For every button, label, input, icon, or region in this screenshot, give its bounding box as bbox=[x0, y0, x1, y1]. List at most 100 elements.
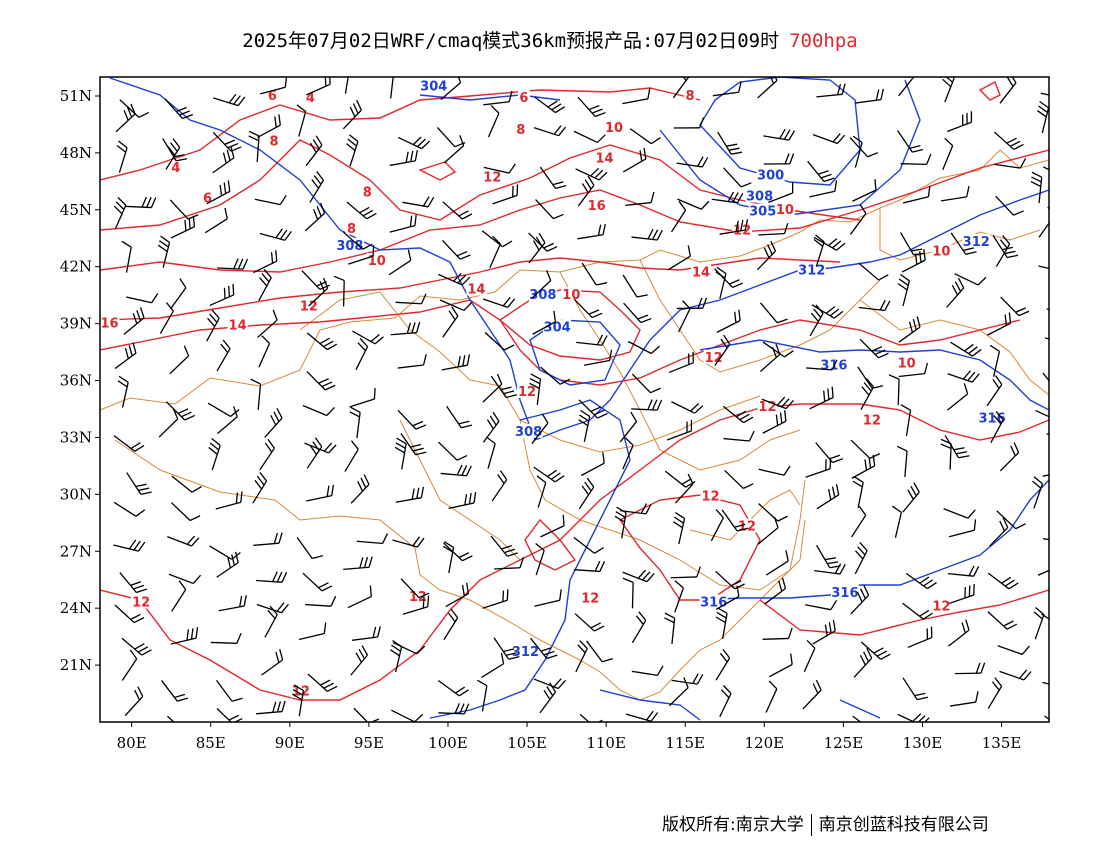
wind-barb bbox=[1033, 606, 1045, 640]
wind-barb bbox=[213, 93, 246, 107]
wind-barb bbox=[343, 556, 373, 571]
wind-barb bbox=[402, 595, 430, 615]
wind-barb bbox=[397, 136, 431, 150]
wind-barb bbox=[940, 438, 952, 470]
wind-barb bbox=[477, 679, 488, 712]
wind-barb bbox=[531, 270, 552, 299]
wind-barb bbox=[581, 452, 605, 477]
height-contour-label-bg bbox=[748, 203, 777, 218]
wind-barb bbox=[577, 175, 595, 207]
wind-barb bbox=[400, 433, 427, 456]
temperature-contour-label: 10 bbox=[368, 254, 386, 269]
wind-barb bbox=[493, 637, 520, 660]
wind-barb bbox=[987, 611, 1018, 630]
wind-barb bbox=[296, 536, 324, 560]
wind-barb bbox=[586, 640, 613, 663]
wind-barb bbox=[126, 293, 159, 304]
wind-barb bbox=[113, 435, 145, 452]
temperature-contour-label-bg bbox=[131, 594, 152, 609]
wind-barb bbox=[573, 298, 603, 319]
wind-barb bbox=[947, 370, 980, 383]
wind-barb bbox=[765, 680, 778, 713]
wind-barb bbox=[253, 250, 278, 274]
wind-barb bbox=[352, 330, 384, 345]
temperature-contour-label-bg bbox=[774, 201, 795, 216]
plot-frame bbox=[99, 76, 1050, 723]
lon-tick-label: 95E bbox=[354, 734, 384, 752]
wind-barb bbox=[307, 673, 338, 692]
wind-barb bbox=[897, 713, 930, 722]
wind-barb bbox=[719, 219, 749, 235]
wind-barb bbox=[813, 236, 846, 251]
wind-barb bbox=[942, 77, 955, 103]
wind-barb bbox=[117, 375, 129, 408]
wind-barb bbox=[622, 147, 647, 173]
wind-barb bbox=[756, 240, 777, 271]
lat-tick-label: 42N bbox=[60, 258, 92, 276]
wind-barb bbox=[765, 550, 789, 576]
wind-barb bbox=[897, 130, 924, 153]
wind-barb bbox=[668, 351, 694, 374]
height-contour-label: 316 bbox=[700, 595, 727, 610]
wind-barb bbox=[443, 608, 459, 641]
lat-tick-label: 48N bbox=[60, 144, 92, 162]
temperature-contour-label: 8 bbox=[269, 135, 278, 150]
wind-barb bbox=[850, 505, 867, 538]
wind-barb bbox=[296, 104, 307, 137]
wind-barb bbox=[215, 491, 243, 510]
copyright-owner: 版权所有:南京大学 bbox=[662, 815, 804, 835]
wind-barb bbox=[715, 585, 740, 610]
wind-barb bbox=[994, 158, 1027, 169]
wind-barb bbox=[391, 709, 424, 722]
lon-tick-label: 115E bbox=[665, 734, 705, 752]
wind-barb bbox=[806, 359, 838, 371]
lon-tick-label: 85E bbox=[196, 734, 226, 752]
wind-barb bbox=[757, 77, 778, 99]
temperature-contour-label: 4 bbox=[171, 161, 180, 176]
temperature-contour-label-bg bbox=[736, 518, 757, 533]
wind-barb bbox=[125, 196, 157, 209]
wind-barb bbox=[529, 373, 542, 405]
wind-barb bbox=[257, 309, 278, 338]
wind-barb bbox=[392, 536, 425, 548]
wind-barb bbox=[816, 83, 846, 98]
wind-barb bbox=[212, 131, 242, 152]
wind-barb bbox=[445, 582, 470, 608]
lon-tick-label: 105E bbox=[507, 734, 547, 752]
wind-barb bbox=[849, 203, 867, 235]
wind-barb bbox=[758, 222, 789, 236]
wind-barb bbox=[306, 437, 323, 469]
wind-barb bbox=[999, 77, 1017, 104]
wind-barb bbox=[815, 442, 844, 464]
wind-barb bbox=[902, 677, 929, 701]
wind-barb bbox=[166, 715, 190, 722]
temperature-contour-label-bg bbox=[604, 120, 625, 135]
wind-barb bbox=[344, 440, 359, 472]
wind-barb bbox=[712, 81, 742, 97]
wind-barb bbox=[762, 627, 793, 640]
height-contour-label: 312 bbox=[963, 235, 990, 250]
wind-barb bbox=[860, 641, 891, 660]
temperature-contour-label: 8 bbox=[347, 222, 356, 237]
temperature-contour-label: 12 bbox=[292, 685, 310, 700]
wind-barb bbox=[216, 339, 231, 372]
wind-barb bbox=[258, 268, 272, 301]
wind-barb bbox=[900, 404, 912, 437]
wind-barb bbox=[482, 373, 503, 403]
wind-barb bbox=[950, 341, 982, 357]
wind-barb bbox=[622, 87, 651, 105]
height-contour-label-bg bbox=[514, 423, 543, 438]
wind-barb bbox=[902, 482, 920, 513]
temperature-label-group: 6 4 6 8 8 4 8 10 14 12 6 8 16 8 10 10 12 10 14 14 10 12 14 16 12… bbox=[100, 87, 952, 700]
height-contour-label-bg bbox=[528, 287, 557, 302]
wind-barb bbox=[625, 710, 659, 722]
wind-barb bbox=[854, 542, 868, 575]
wind-barb bbox=[1038, 206, 1049, 238]
wind-barb bbox=[573, 130, 606, 144]
wind-barb bbox=[389, 149, 419, 167]
wind-barb bbox=[622, 274, 648, 298]
copyright-footer: 版权所有:南京大学 南京创蓝科技有限公司 bbox=[662, 810, 989, 836]
wind-barb bbox=[622, 437, 634, 470]
latitude-axis: 51N 48N 45N 42N 39N 36N 33N 30N 27N 24N 21N bbox=[60, 87, 100, 674]
wind-barb bbox=[165, 401, 196, 421]
